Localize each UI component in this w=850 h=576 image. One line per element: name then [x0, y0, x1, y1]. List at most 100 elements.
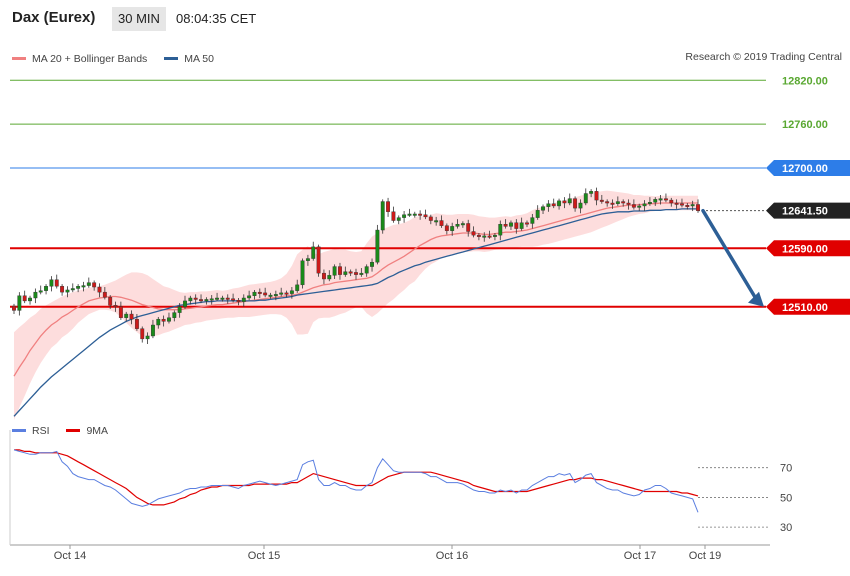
candle [696, 199, 700, 213]
candle [482, 232, 487, 242]
candle-body [589, 191, 594, 194]
candle-body [396, 217, 401, 221]
candle-body [610, 202, 615, 205]
candle-body [183, 300, 187, 307]
candle-body [108, 297, 113, 306]
candle [140, 326, 145, 343]
candle [380, 199, 385, 234]
candle-body [621, 201, 626, 204]
candle [38, 285, 43, 295]
candle [359, 268, 364, 277]
candle-body [514, 222, 519, 229]
candle-body [642, 203, 647, 207]
candle [610, 199, 615, 209]
candle [354, 268, 358, 280]
candle [487, 230, 492, 239]
candle-body [12, 305, 16, 311]
candle-body [305, 258, 310, 261]
candle-body [118, 306, 123, 318]
candle [626, 199, 631, 210]
candle [535, 205, 540, 220]
candle-body [386, 201, 390, 212]
candle [257, 288, 262, 298]
rsi-tick-70: 70 [780, 463, 792, 475]
candle-body [151, 324, 155, 337]
candle-body [268, 294, 273, 297]
candle [364, 264, 369, 277]
candle [658, 194, 663, 205]
candle-body [113, 305, 118, 307]
candle [583, 188, 588, 206]
candle-body [525, 222, 529, 225]
legend-ma50: MA 50 [164, 53, 214, 65]
candle-body [599, 199, 604, 202]
research-credit: Research © 2019 Trading Central [685, 51, 842, 63]
candle [289, 287, 294, 299]
candle [60, 284, 65, 296]
candle [102, 287, 107, 300]
candle-body [562, 200, 567, 204]
timestamp: 08:04:35 CET [176, 11, 257, 26]
candle [546, 200, 551, 212]
price-level-layer: 12820.00 12760.00 12700.00 12641.50 12590.00… [10, 75, 850, 315]
candle [621, 199, 626, 207]
candle-body [509, 222, 513, 227]
candle-body [391, 211, 396, 221]
candle-body [669, 199, 674, 204]
candle [209, 295, 214, 305]
candle-body [402, 214, 407, 218]
candle [33, 288, 38, 304]
candle-body [530, 217, 535, 224]
candle [49, 276, 54, 292]
candle-body [322, 272, 326, 280]
candle [455, 219, 460, 229]
candle [423, 209, 428, 220]
candle-body [86, 282, 91, 286]
candle [252, 289, 257, 300]
candle [300, 258, 305, 289]
level-label-12641-50: 12641.50 [782, 206, 828, 218]
candle [161, 315, 166, 327]
candle [664, 193, 668, 203]
candle [386, 197, 390, 217]
candle [674, 199, 679, 209]
level-tag-12641-50 [766, 202, 850, 219]
candle [247, 290, 252, 301]
candle [124, 311, 129, 322]
legend-ma20-swatch [12, 57, 26, 60]
candle-body [493, 234, 497, 237]
candle [444, 223, 449, 235]
candle-body [17, 295, 22, 311]
candle [167, 312, 171, 324]
time-label: Oct 19 [689, 550, 721, 562]
candle [322, 269, 326, 285]
level-label-12820-00: 12820.00 [782, 75, 828, 87]
candle-body [594, 191, 599, 201]
time-label: Oct 15 [248, 550, 280, 562]
candle [450, 222, 455, 236]
candle [642, 200, 647, 212]
time-label: Oct 16 [436, 550, 468, 562]
timeframe-selector[interactable]: 30 MIN [112, 7, 166, 31]
candle-body [583, 193, 588, 204]
legend-rsi-label: RSI [32, 424, 50, 437]
candle [65, 286, 70, 298]
candle-body [289, 290, 294, 294]
bollinger-band [14, 190, 698, 420]
candle [284, 290, 289, 298]
candle-body [54, 279, 59, 287]
candle [460, 221, 465, 228]
candle [434, 216, 439, 226]
time-label: Oct 17 [624, 550, 656, 562]
legend-ma20-label: MA 20 + Bollinger Bands [32, 52, 148, 65]
candle-body [44, 286, 48, 291]
candle-body [38, 290, 43, 293]
candle [514, 219, 519, 234]
candle [231, 293, 236, 303]
candle-body [690, 204, 695, 207]
candle-body [476, 234, 481, 237]
candle-body [471, 231, 476, 236]
candle [129, 310, 134, 325]
candle-body [348, 271, 353, 274]
